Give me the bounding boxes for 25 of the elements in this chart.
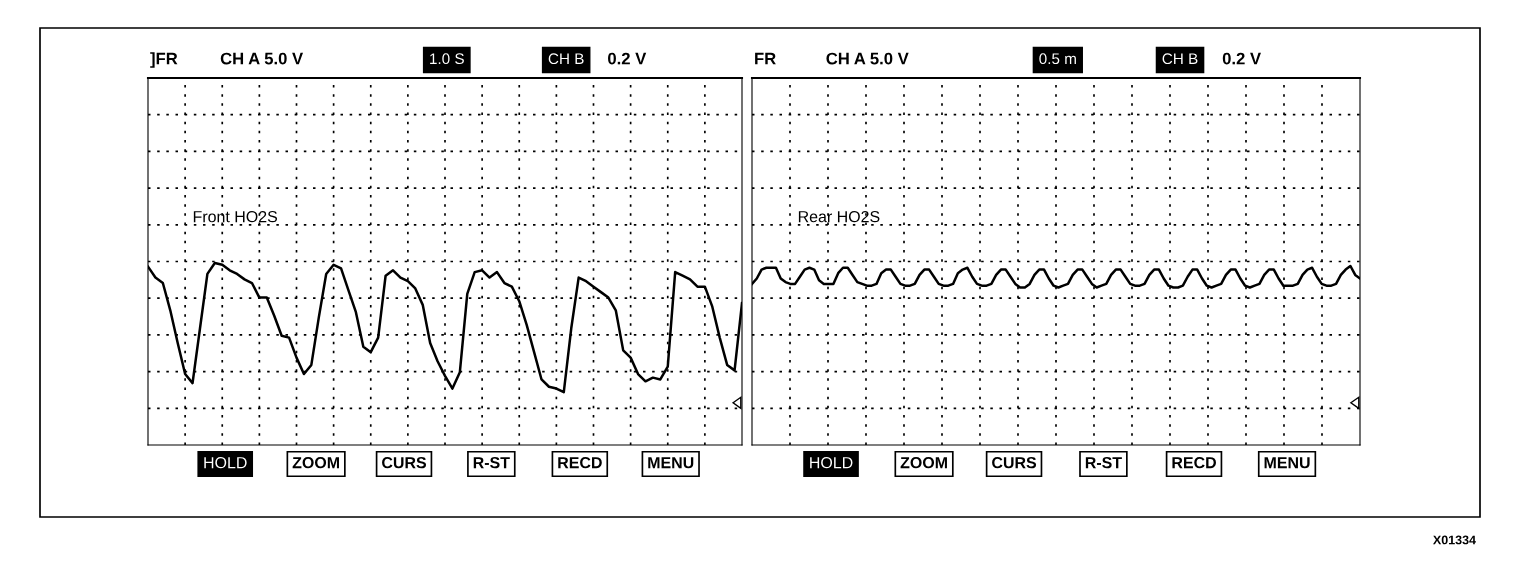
text: Front HO2S (193, 210, 278, 223)
text: X01334 (1433, 535, 1476, 545)
text: CH B (1162, 53, 1198, 65)
text: ZOOM (900, 456, 947, 469)
text: RECD (1172, 456, 1216, 469)
text: R-ST (1085, 456, 1122, 469)
text: Rear HO2S (798, 210, 880, 223)
text: 0.2 V (1222, 52, 1261, 65)
text: RECD (558, 456, 602, 469)
text: 0.2 V (608, 52, 647, 65)
text: HOLD (204, 456, 247, 469)
text: 1.0 S (430, 53, 464, 65)
text: MENU (648, 457, 694, 469)
text: MENU (1264, 457, 1310, 469)
text: ]FR (150, 52, 178, 68)
text: HOLD (810, 456, 853, 469)
text: CH A 5.0 V (220, 52, 304, 65)
text: CH B (548, 53, 584, 65)
text: CH A 5.0 V (826, 52, 909, 65)
text: R-ST (473, 456, 510, 469)
text: CURS (382, 456, 427, 469)
text: 0.5 m (1039, 53, 1076, 65)
text: ZOOM (292, 456, 339, 469)
text: FR (755, 52, 776, 65)
text: CURS (992, 456, 1037, 469)
